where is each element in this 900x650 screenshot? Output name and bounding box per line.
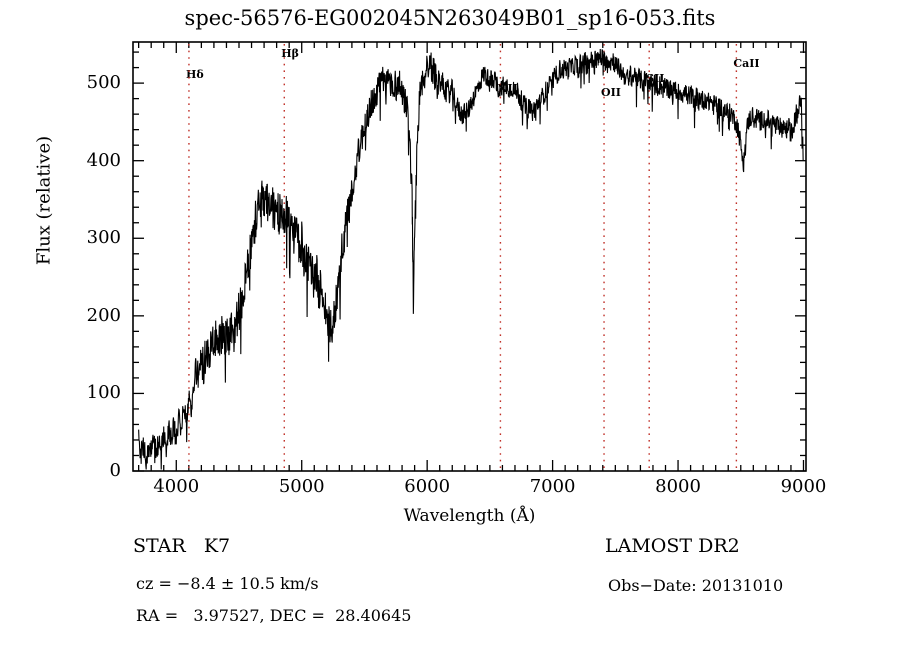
spectral-line-label: Hβ [281, 46, 299, 60]
x-axis-tick: 5000 [278, 476, 325, 497]
footer-obs-date: Obs−Date: 20131010 [608, 576, 784, 595]
footer-coordinates: RA = 3.97527, DEC = 28.40645 [136, 606, 412, 625]
spectral-line-label: CaII [733, 56, 760, 70]
plot-frame [132, 41, 807, 472]
spectrum-trace [138, 48, 804, 470]
y-axis-tick: 0 [109, 460, 121, 481]
footer-cz: cz = −8.4 ± 10.5 km/s [136, 574, 319, 593]
footer-object-type: STAR K7 [133, 535, 231, 557]
spectral-line-label: Hδ [185, 68, 204, 82]
x-axis-tick: 7000 [529, 476, 576, 497]
x-axis-tick: 4000 [153, 476, 200, 497]
x-axis-label: Wavelength (Å) [403, 506, 536, 526]
y-axis-tick: 300 [86, 227, 121, 249]
spectral-line-label: OII [601, 86, 621, 100]
x-axis-tick: 8000 [655, 476, 701, 497]
page-title: spec-56576-EG002045N263049B01_sp16-053.f… [184, 6, 716, 30]
x-axis-tick: 9000 [780, 476, 827, 497]
y-axis-tick: 400 [86, 149, 121, 171]
y-axis-tick: 100 [86, 382, 121, 404]
x-axis-tick: 6000 [404, 476, 451, 497]
y-axis-tick: 200 [86, 304, 121, 326]
y-axis-tick: 500 [86, 72, 121, 94]
footer-survey: LAMOST DR2 [605, 535, 740, 557]
